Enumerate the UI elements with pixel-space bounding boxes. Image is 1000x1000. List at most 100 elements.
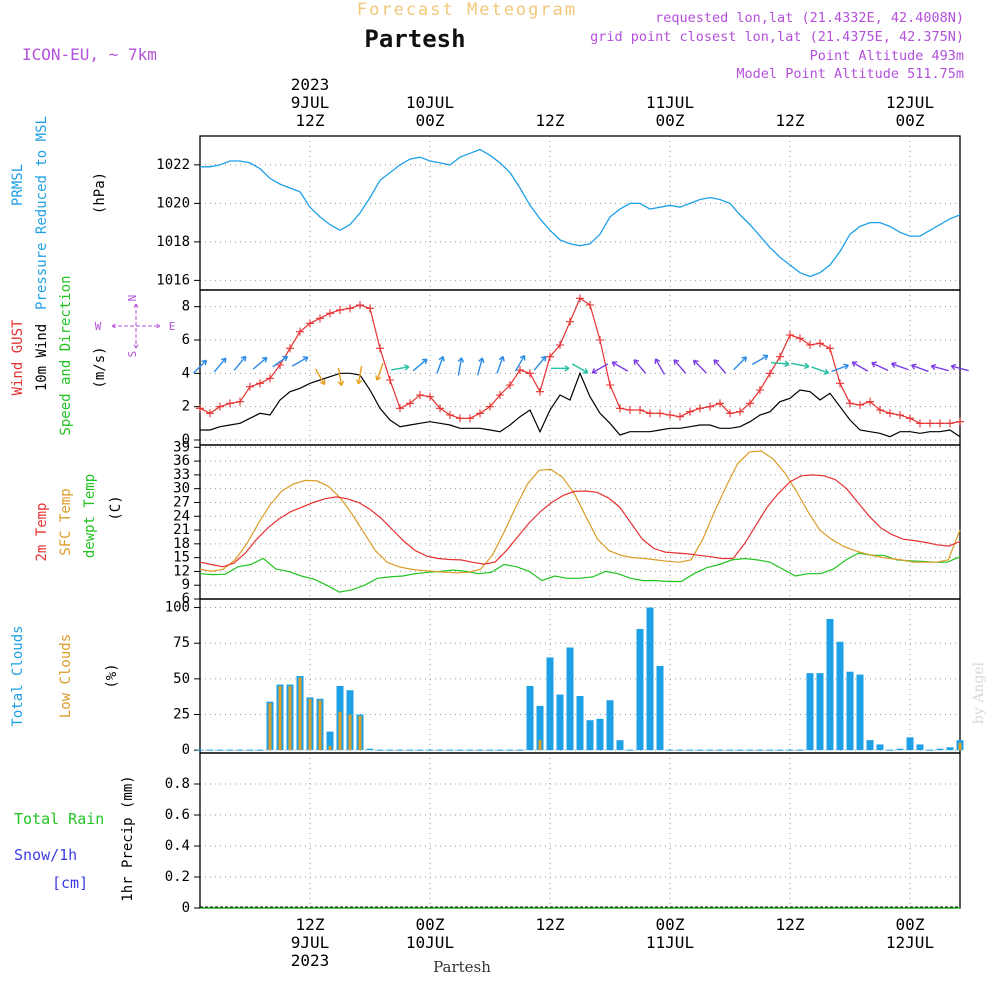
label-cm: [cm] — [52, 874, 88, 892]
wind-arrow — [213, 357, 227, 373]
low-cloud-bar — [268, 703, 272, 751]
gust-marker — [866, 397, 874, 406]
total-cloud-bar — [826, 618, 834, 751]
wind-arrow-head — [403, 364, 410, 371]
gust-marker — [326, 309, 334, 318]
wind-arrow — [611, 361, 629, 372]
ytick-label: 1018 — [156, 234, 190, 250]
wind-arrow-head — [591, 368, 598, 374]
gust-marker — [306, 319, 314, 328]
wind-arrow — [911, 364, 929, 373]
ylabel-2m-temp: 2m Temp — [34, 502, 50, 561]
gust-marker — [906, 414, 914, 423]
gust-marker — [766, 369, 774, 378]
wind-arrow — [496, 356, 504, 374]
gust-marker — [676, 412, 684, 421]
wind-arrow — [252, 357, 268, 370]
bottom-time-label: 00Z — [416, 915, 445, 934]
panels: 1016 1018 1020 1022 PRMSL Pressure Reduced to… — [10, 75, 969, 970]
gust-marker — [826, 344, 834, 353]
wind-arrow — [673, 359, 687, 375]
gust-marker — [746, 399, 754, 408]
gust-marker — [776, 352, 784, 361]
total-cloud-bar — [806, 673, 814, 751]
gust-marker — [836, 379, 844, 388]
bottom-time-label: 12Z — [296, 915, 325, 934]
ylabel-low-clouds: Low Clouds — [58, 634, 74, 718]
dewpt-temp-line — [199, 552, 961, 593]
total-cloud-bar — [816, 673, 824, 751]
panel-frame — [199, 135, 961, 291]
wind-arrow — [514, 355, 526, 372]
ytick-label: 75 — [173, 635, 190, 651]
wind-arrow — [571, 363, 589, 374]
grid-point-coords: grid point closest lon,lat (21.4375E, 42… — [590, 29, 964, 45]
gust-marker — [456, 414, 464, 423]
gust-marker — [546, 352, 554, 361]
total-cloud-bar — [546, 657, 554, 751]
ytick-label: 30 — [173, 481, 190, 497]
ylabel-total-clouds: Total Clouds — [10, 625, 26, 726]
gust-marker — [356, 301, 364, 309]
ylabel-wind-gust: Wind GUST — [10, 319, 26, 395]
ytick-label: 1022 — [156, 157, 190, 173]
gust-marker — [586, 301, 594, 309]
wind-arrow — [314, 368, 326, 385]
wind-arrow-head — [930, 363, 937, 371]
low-cloud-bar — [358, 715, 362, 751]
total-cloud-bar — [616, 740, 624, 751]
ytick-label: 1016 — [156, 272, 190, 288]
ytick-label: 50 — [173, 671, 190, 687]
wind-arrow — [376, 362, 384, 381]
wind-arrow-head — [950, 363, 957, 371]
wind-arrow — [693, 359, 707, 374]
top-time-label: 10JUL — [406, 93, 454, 112]
low-cloud-bar — [278, 685, 282, 751]
wind-arrow-head — [890, 361, 897, 368]
gust-marker — [606, 381, 614, 389]
wind-arrow-head — [421, 358, 428, 365]
gust-marker — [596, 336, 604, 344]
low-cloud-bar — [298, 677, 302, 751]
wind-arrow — [476, 357, 484, 376]
gust-marker — [576, 294, 584, 303]
gust-marker — [946, 419, 954, 428]
low-cloud-bar — [308, 698, 312, 751]
low-cloud-bar — [338, 711, 342, 751]
wind-arrow-head — [871, 361, 877, 368]
wind-arrow-head — [692, 359, 699, 366]
wind-arrow-head — [803, 362, 810, 370]
top-time-label: 9JUL — [291, 93, 330, 112]
wind-arrow — [733, 356, 747, 371]
ytick-label: 27 — [173, 494, 190, 510]
top-time-label: 12JUL — [886, 93, 934, 112]
ytick-label: 0 — [182, 432, 190, 448]
wind-arrow — [931, 365, 949, 372]
gust-marker — [366, 304, 374, 313]
bottom-time-label: 00Z — [656, 915, 685, 934]
footer-station: Partesh — [433, 958, 491, 976]
gust-marker — [916, 419, 924, 428]
top-time-label: 12Z — [776, 111, 805, 130]
gust-marker — [786, 331, 794, 339]
ytick-label: 25 — [173, 707, 190, 723]
total-cloud-bar — [906, 737, 914, 751]
gust-marker — [886, 409, 894, 418]
gust-marker — [486, 402, 494, 411]
wind-arrow — [272, 355, 288, 368]
wind-arrow — [791, 362, 809, 368]
gust-marker — [726, 409, 734, 418]
gust-marker — [536, 387, 544, 396]
station-title: Partesh — [364, 25, 465, 53]
wind-arrow-head — [851, 361, 858, 367]
pressure-line — [200, 148, 961, 278]
wind-arrow — [337, 367, 343, 386]
total-cloud-bar — [536, 705, 544, 751]
gust-marker — [806, 341, 814, 349]
wind-arrow-head — [564, 365, 570, 372]
wind-arrow — [193, 359, 207, 374]
gust-marker — [706, 402, 714, 411]
ytick-label: 0 — [182, 742, 190, 758]
total-cloud-bar — [556, 694, 564, 751]
gust-marker — [566, 317, 574, 326]
